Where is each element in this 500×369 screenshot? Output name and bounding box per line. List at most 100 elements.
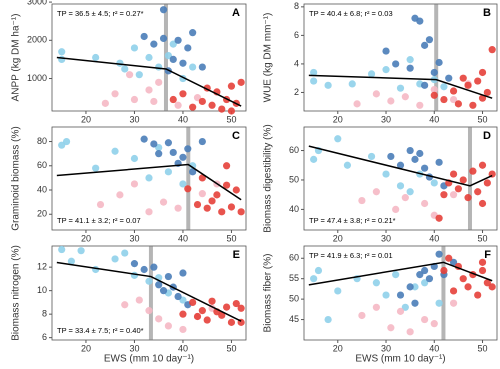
annotation: TP = 33.4 ± 7.5; r² = 0.40* bbox=[57, 326, 144, 335]
point bbox=[237, 304, 245, 312]
y-tick-label: 80 bbox=[37, 136, 47, 146]
point bbox=[169, 55, 177, 64]
point bbox=[430, 86, 438, 94]
point bbox=[459, 176, 467, 184]
point bbox=[130, 154, 139, 163]
point bbox=[483, 179, 491, 187]
y-tick-label: 1000 bbox=[27, 73, 47, 83]
point bbox=[179, 153, 187, 161]
point bbox=[478, 94, 487, 102]
point bbox=[92, 265, 100, 274]
point bbox=[184, 145, 192, 153]
point bbox=[150, 40, 158, 48]
point bbox=[367, 152, 376, 161]
point bbox=[164, 51, 172, 60]
point bbox=[145, 174, 153, 182]
point bbox=[421, 41, 429, 49]
x-tick-label: 50 bbox=[478, 343, 488, 353]
point bbox=[203, 204, 211, 212]
point bbox=[474, 77, 482, 85]
point bbox=[310, 77, 318, 85]
y-axis-label: Biomass fiber (%) bbox=[263, 254, 274, 333]
point bbox=[184, 185, 192, 193]
x-tick-label: 20 bbox=[81, 343, 91, 353]
point bbox=[155, 315, 163, 323]
point bbox=[334, 135, 342, 143]
point bbox=[392, 60, 400, 68]
point bbox=[208, 101, 216, 109]
point bbox=[67, 257, 75, 265]
point bbox=[411, 155, 419, 163]
point bbox=[382, 170, 390, 178]
point bbox=[150, 140, 158, 148]
point bbox=[198, 137, 206, 146]
point bbox=[145, 277, 153, 285]
point bbox=[416, 149, 424, 158]
point bbox=[213, 191, 221, 199]
point bbox=[169, 40, 177, 48]
x-tick-label: 50 bbox=[478, 114, 488, 124]
point bbox=[406, 146, 414, 155]
x-tick-label: 40 bbox=[429, 343, 439, 353]
point bbox=[382, 47, 390, 55]
point bbox=[421, 266, 429, 275]
point bbox=[396, 307, 405, 315]
y-axis-label: WUE (kg DM mm⁻¹) bbox=[263, 13, 274, 103]
y-tick-label: 60 bbox=[37, 160, 47, 170]
point bbox=[449, 191, 458, 199]
point bbox=[189, 298, 197, 306]
point bbox=[174, 36, 182, 44]
point bbox=[150, 97, 158, 106]
annotation: TP = 47.4 ± 3.8; r² = 0.21* bbox=[309, 216, 396, 225]
point bbox=[159, 198, 168, 206]
point bbox=[164, 322, 172, 330]
point bbox=[387, 97, 395, 105]
point bbox=[469, 167, 477, 175]
point bbox=[140, 265, 148, 274]
point bbox=[440, 83, 448, 91]
y-tick-label: 8 bbox=[294, 1, 299, 11]
point bbox=[111, 90, 119, 98]
point bbox=[159, 34, 168, 42]
point bbox=[343, 161, 352, 169]
point bbox=[421, 81, 429, 89]
point bbox=[478, 68, 487, 77]
point bbox=[101, 99, 109, 107]
point bbox=[387, 152, 395, 161]
point bbox=[459, 74, 467, 82]
point bbox=[396, 182, 405, 190]
y-tick-label: 60 bbox=[289, 253, 299, 263]
annotation: TP = 41.9 ± 6.3; r² = 0.01 bbox=[309, 251, 393, 260]
annotation: TP = 36.5 ± 4.5; r² = 0.27* bbox=[57, 9, 144, 18]
point bbox=[77, 247, 85, 255]
point bbox=[145, 53, 153, 62]
point bbox=[348, 80, 356, 88]
point bbox=[483, 279, 491, 287]
point bbox=[208, 297, 216, 305]
x-tick-label: 40 bbox=[178, 114, 188, 124]
x-tick-label: 20 bbox=[81, 233, 91, 243]
point bbox=[421, 315, 429, 324]
point bbox=[334, 287, 342, 295]
fit-line bbox=[56, 163, 242, 201]
point bbox=[174, 292, 182, 301]
point bbox=[179, 325, 187, 334]
panel-letter: D bbox=[483, 130, 491, 142]
x-tick-label: 50 bbox=[478, 233, 488, 243]
y-tick-label: 2 bbox=[294, 87, 299, 97]
point bbox=[488, 283, 496, 291]
x-tick-label: 50 bbox=[226, 114, 236, 124]
point bbox=[184, 44, 192, 52]
point bbox=[382, 291, 390, 299]
point bbox=[237, 208, 245, 216]
point bbox=[227, 107, 236, 115]
y-tick-label: 55 bbox=[289, 273, 299, 283]
point bbox=[478, 161, 487, 169]
fit-line bbox=[308, 145, 493, 187]
panel-letter: E bbox=[233, 249, 240, 261]
point bbox=[193, 200, 202, 209]
fit-line bbox=[308, 74, 493, 99]
point bbox=[464, 81, 472, 89]
point bbox=[126, 71, 134, 79]
point bbox=[232, 299, 240, 308]
